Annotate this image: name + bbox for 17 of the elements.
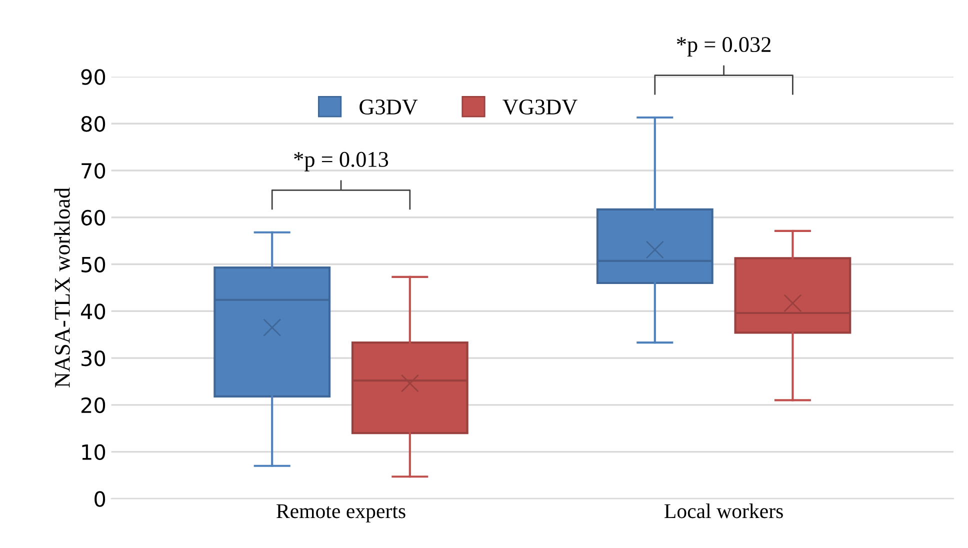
y-tick-label: 40 <box>80 304 106 320</box>
y-tick-label: 10 <box>82 444 106 460</box>
y-tick-label: 60 <box>81 210 106 226</box>
x-tick-label: Remote experts <box>276 504 406 522</box>
y-tick-label: 70 <box>82 162 106 179</box>
legend-label: G3DV <box>360 100 418 115</box>
y-tick-label: 90 <box>81 69 106 85</box>
y-tick-label: 80 <box>81 116 106 132</box>
annotation: *p = 0.013 <box>294 152 388 172</box>
x-tick-label: Local workers <box>664 504 783 518</box>
y-axis-title: NASA-TLX workload <box>54 188 70 388</box>
y-tick-label: 20 <box>81 397 106 414</box>
legend-label: VG3DV <box>502 100 578 115</box>
y-tick-label: 30 <box>82 350 106 366</box>
y-tick-label: 50 <box>82 256 106 272</box>
y-tick-label: 0 <box>94 491 106 507</box>
text: *p = 0.032 <box>676 37 771 57</box>
